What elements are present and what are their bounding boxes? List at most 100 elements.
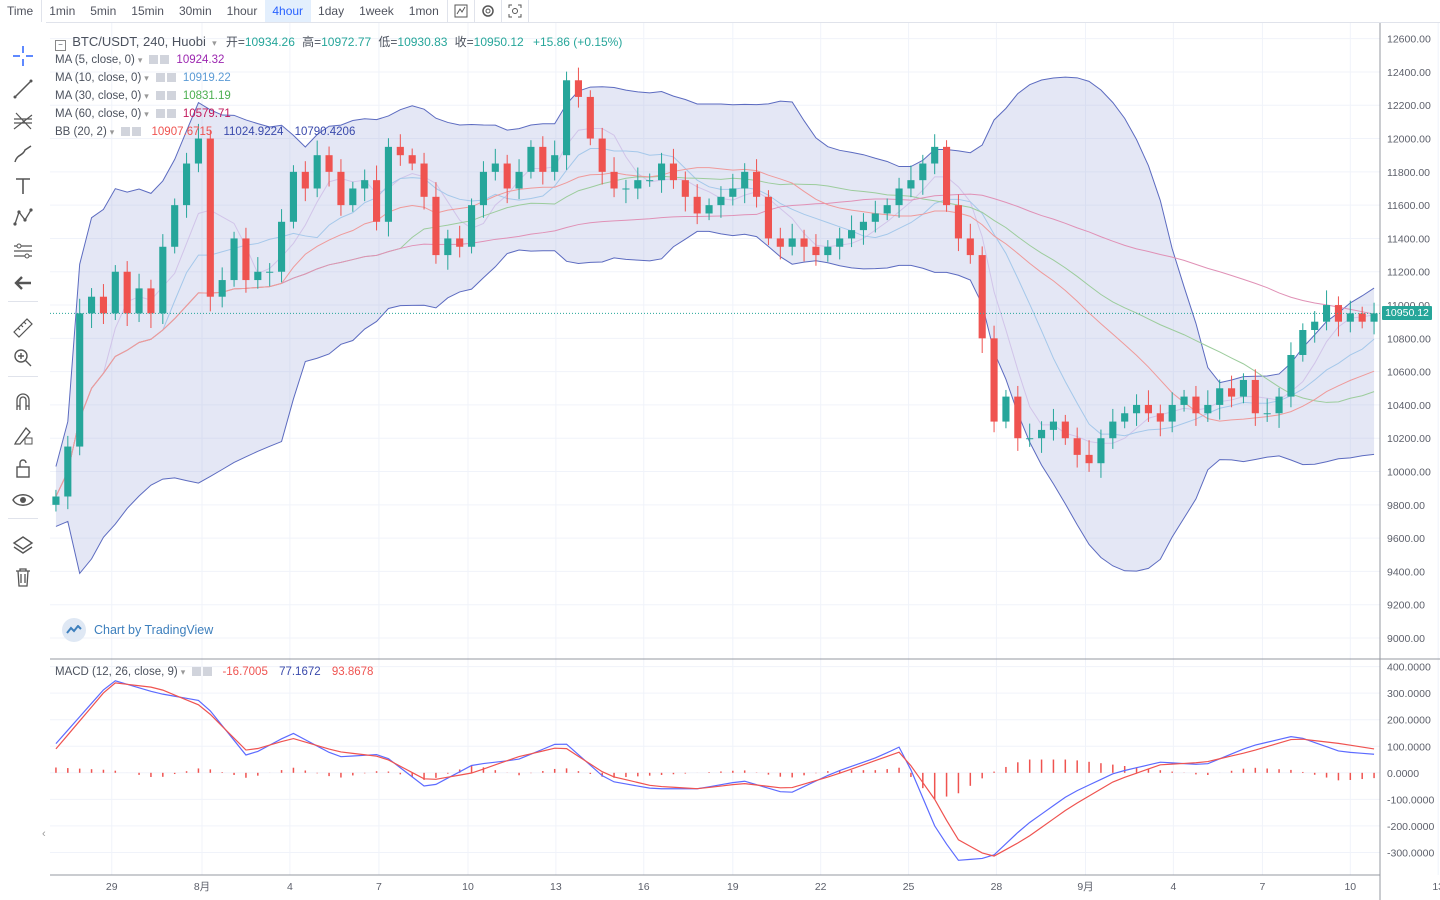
chevron-down-icon[interactable]: ▾ bbox=[137, 55, 143, 65]
candle bbox=[895, 177, 903, 218]
candle-body bbox=[693, 196, 701, 214]
forecast-icon[interactable] bbox=[10, 238, 36, 264]
close-icon[interactable] bbox=[203, 667, 213, 676]
candle bbox=[586, 90, 594, 146]
candle-body bbox=[515, 171, 523, 189]
macd-signal-line bbox=[55, 682, 1375, 857]
chevron-down-icon[interactable]: ▾ bbox=[180, 667, 186, 677]
chevron-down-icon[interactable]: ▾ bbox=[144, 109, 149, 119]
candle-body bbox=[1038, 429, 1046, 439]
screenshot-icon[interactable] bbox=[500, 0, 528, 22]
unlock-icon[interactable] bbox=[10, 455, 36, 481]
bb-legend: BB (20, 2) ▾ 10907.6715 11024.9224 10790.… bbox=[55, 124, 355, 140]
trash-icon[interactable] bbox=[10, 564, 36, 590]
time-tick-label: 13 bbox=[1432, 881, 1440, 893]
magnet-icon[interactable] bbox=[10, 389, 36, 415]
candle-body bbox=[836, 238, 844, 247]
interval-1day[interactable]: 1day bbox=[318, 4, 345, 18]
candle-body bbox=[289, 171, 297, 222]
ma-label: MA (10, close, 0) bbox=[55, 72, 142, 84]
settings-icon[interactable] bbox=[155, 73, 165, 82]
candle bbox=[610, 157, 618, 198]
candle bbox=[194, 123, 202, 173]
settings-icon[interactable] bbox=[155, 91, 165, 100]
candle bbox=[812, 234, 820, 266]
settings-icon[interactable] bbox=[149, 55, 159, 64]
close-icon[interactable] bbox=[160, 55, 170, 64]
candle bbox=[111, 265, 119, 321]
candle-body bbox=[1073, 438, 1081, 455]
time-tick-label: 29 bbox=[106, 881, 118, 893]
candle-body bbox=[52, 496, 60, 505]
interval-1hour[interactable]: 1hour bbox=[226, 4, 258, 18]
divider bbox=[8, 376, 38, 377]
pattern-icon[interactable] bbox=[10, 205, 36, 231]
collapse-sidebar-icon[interactable]: ‹ bbox=[42, 828, 46, 840]
price-tick-label: 10000.00 bbox=[1387, 467, 1431, 479]
lock-drawing-icon[interactable] bbox=[10, 422, 36, 448]
settings-icon[interactable] bbox=[155, 109, 165, 118]
close-icon[interactable] bbox=[166, 109, 176, 118]
ma-5-line bbox=[55, 128, 1375, 497]
price-tick-label: 10800.00 bbox=[1387, 333, 1431, 345]
trend-line-icon[interactable] bbox=[10, 76, 36, 102]
chevron-down-icon[interactable]: ▾ bbox=[144, 91, 149, 101]
candle bbox=[1323, 290, 1331, 331]
candle-body bbox=[931, 146, 939, 164]
candle bbox=[1061, 414, 1069, 445]
candle-body bbox=[990, 338, 998, 422]
candle bbox=[741, 163, 749, 204]
close-icon[interactable] bbox=[166, 73, 176, 82]
interval-1min[interactable]: 1min bbox=[49, 4, 76, 18]
interval-4hour[interactable]: 4hour bbox=[265, 0, 312, 22]
candle-body bbox=[1287, 354, 1295, 397]
candle-body bbox=[384, 146, 392, 222]
candle-body bbox=[1049, 421, 1057, 430]
chevron-down-icon[interactable]: ▾ bbox=[144, 73, 149, 83]
candle-body bbox=[1097, 438, 1105, 464]
collapse-legend-icon[interactable]: − bbox=[55, 40, 66, 51]
fib-icon[interactable] bbox=[10, 108, 36, 134]
back-arrow-icon[interactable] bbox=[10, 270, 36, 296]
layers-icon[interactable] bbox=[10, 532, 36, 558]
time-tick-label: 16 bbox=[638, 881, 650, 893]
tradingview-watermark[interactable]: Chart by TradingView bbox=[62, 618, 213, 642]
macd-hist-value: -16.7005 bbox=[222, 666, 268, 678]
brush-icon[interactable] bbox=[10, 141, 36, 167]
indicators-icon[interactable] bbox=[446, 0, 474, 22]
candle-body bbox=[907, 180, 915, 189]
tradingview-logo-icon bbox=[62, 618, 86, 642]
ruler-icon[interactable] bbox=[10, 315, 36, 341]
candle bbox=[966, 223, 974, 264]
settings-icon[interactable] bbox=[192, 667, 202, 676]
interval-30min[interactable]: 30min bbox=[178, 4, 212, 18]
candle-body bbox=[669, 163, 677, 181]
candle bbox=[693, 184, 701, 225]
macd-tick-label: -200.0000 bbox=[1387, 821, 1434, 833]
settings-icon[interactable] bbox=[473, 0, 501, 22]
candle bbox=[313, 140, 321, 198]
candle-body bbox=[586, 96, 594, 139]
interval-5min[interactable]: 5min bbox=[90, 4, 117, 18]
text-icon[interactable] bbox=[10, 173, 36, 199]
crosshair-icon[interactable] bbox=[10, 43, 36, 69]
candle-body bbox=[64, 446, 72, 497]
close-icon[interactable] bbox=[132, 127, 142, 136]
symbol-title: BTC/USDT, 240, Huobi bbox=[72, 34, 206, 49]
chevron-down-icon[interactable]: ▾ bbox=[212, 38, 217, 48]
chevron-down-icon[interactable]: ▾ bbox=[109, 127, 115, 137]
candle bbox=[337, 159, 345, 216]
interval-1week[interactable]: 1week bbox=[359, 4, 394, 18]
eye-icon[interactable] bbox=[10, 487, 36, 513]
zoom-in-icon[interactable] bbox=[10, 345, 36, 371]
close-icon[interactable] bbox=[166, 91, 176, 100]
candle bbox=[1144, 390, 1152, 422]
candle-body bbox=[646, 180, 654, 182]
time-tick-label: 4 bbox=[1170, 881, 1176, 893]
settings-icon[interactable] bbox=[121, 127, 131, 136]
interval-15min[interactable]: 15min bbox=[131, 4, 164, 18]
interval-1mon[interactable]: 1mon bbox=[408, 4, 439, 18]
time-button[interactable]: Time bbox=[7, 4, 34, 18]
last-price-tag: 10950.12 bbox=[1382, 306, 1432, 321]
